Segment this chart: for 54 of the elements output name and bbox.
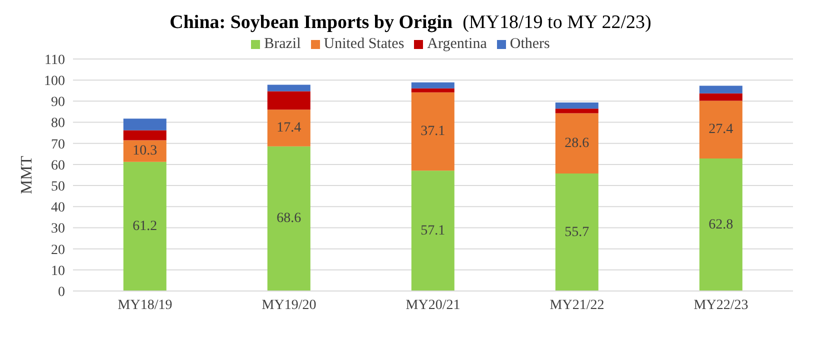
bar — [555, 113, 598, 174]
chart-subtitle: (MY18/19 to MY 22/23) — [462, 12, 652, 33]
bar — [123, 162, 166, 291]
x-tick-label: MY21/22 — [550, 298, 604, 313]
y-tick-label: 40 — [51, 200, 65, 216]
y-tick-label: 0 — [58, 284, 65, 300]
bar — [555, 102, 598, 109]
bar — [555, 108, 598, 114]
data-label: 62.8 — [708, 217, 734, 232]
data-label: 10.3 — [132, 144, 158, 159]
y-tick-label: 50 — [51, 180, 65, 195]
legend-label: Others — [510, 36, 550, 52]
data-label: 27.4 — [708, 122, 734, 138]
legend-label: Argentina — [427, 36, 487, 52]
data-label: 28.6 — [564, 136, 590, 151]
y-axis-title: MMT — [18, 156, 36, 194]
y-tick-label: 110 — [44, 52, 65, 68]
bar — [411, 82, 454, 88]
y-tick-label: 70 — [51, 137, 65, 152]
x-tick-label: MY20/21 — [406, 298, 460, 313]
bar — [699, 86, 742, 94]
bar — [123, 118, 166, 130]
data-label: 57.1 — [420, 223, 446, 238]
y-tick-label: 60 — [51, 158, 65, 174]
bar — [123, 140, 166, 162]
bar — [411, 170, 454, 291]
bar — [699, 100, 742, 159]
y-tick-label: 10 — [51, 264, 65, 279]
data-label: 55.7 — [564, 224, 590, 240]
legend-label: United States — [324, 36, 404, 52]
bar — [267, 110, 310, 146]
y-tick-label: 100 — [44, 74, 65, 90]
bar — [411, 88, 454, 92]
y-tick-label: 90 — [51, 95, 65, 110]
x-tick-label: MY19/20 — [262, 298, 316, 313]
data-label: 61.2 — [132, 218, 158, 234]
data-label: 37.1 — [420, 124, 446, 139]
bar — [267, 91, 310, 110]
bar — [123, 130, 166, 140]
legend-label: Brazil — [264, 36, 301, 52]
chart-title: China: Soybean Imports by Origin — [170, 12, 453, 33]
bar — [699, 158, 742, 291]
bar — [267, 146, 310, 291]
y-tick-label: 20 — [51, 242, 65, 258]
bar — [699, 93, 742, 101]
bar — [555, 174, 598, 291]
y-tick-label: 30 — [51, 222, 65, 237]
y-tick-label: 80 — [51, 116, 65, 132]
bar — [411, 92, 454, 171]
data-label: 17.4 — [276, 120, 302, 136]
bar — [267, 84, 310, 92]
x-tick-label: MY18/19 — [118, 298, 172, 313]
x-tick-label: MY22/23 — [694, 298, 748, 313]
data-label: 68.6 — [276, 211, 302, 226]
